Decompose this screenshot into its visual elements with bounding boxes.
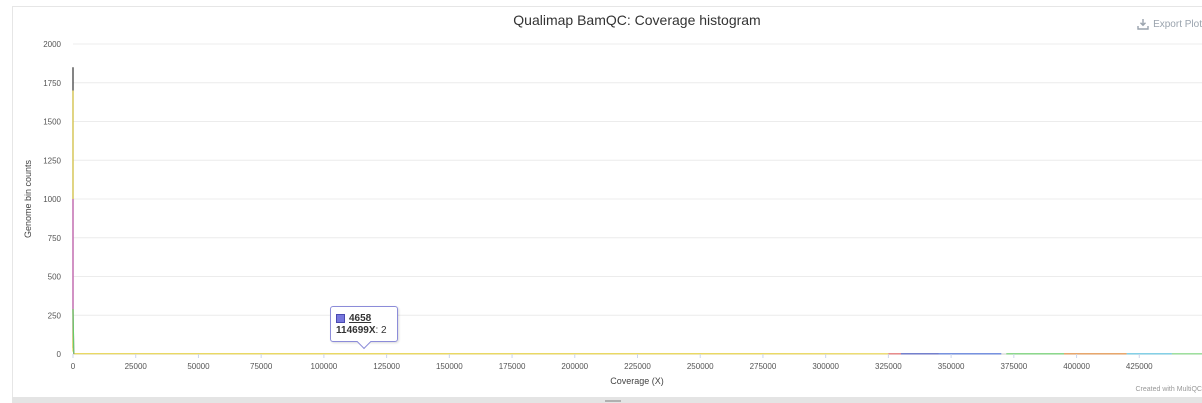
- chart-title: Qualimap BamQC: Coverage histogram: [513, 12, 760, 28]
- x-tick-label: 400000: [1063, 362, 1090, 371]
- x-tick-label: 75000: [250, 362, 273, 371]
- tooltip-x-value: 114699X: [336, 325, 376, 336]
- y-tick-label: 1250: [43, 156, 61, 165]
- export-plot-label: Export Plot: [1153, 18, 1202, 30]
- x-tick-label: 325000: [875, 362, 902, 371]
- x-tick-label: 100000: [311, 362, 338, 371]
- download-icon: [1137, 18, 1149, 30]
- point-tooltip: 4658 114699X: 2: [330, 306, 398, 350]
- y-tick-label: 750: [48, 234, 62, 243]
- y-tick-label: 0: [57, 350, 62, 359]
- x-tick-label: 350000: [938, 362, 965, 371]
- x-tick-label: 300000: [812, 362, 839, 371]
- x-axis-label: Coverage (X): [610, 376, 664, 386]
- x-tick-label: 250000: [687, 362, 714, 371]
- series-line-4[interactable]: [72, 309, 75, 354]
- x-tick-label: 225000: [624, 362, 651, 371]
- x-tick-label: 125000: [373, 362, 400, 371]
- x-tick-label: 200000: [561, 362, 588, 371]
- x-tick-label: 150000: [436, 362, 463, 371]
- y-tick-label: 1500: [43, 118, 61, 127]
- y-axis-label: Genome bin counts: [23, 159, 33, 238]
- x-tick-label: 425000: [1126, 362, 1153, 371]
- x-tick-label: 0: [71, 362, 76, 371]
- resize-handle[interactable]: [605, 400, 621, 402]
- y-tick-label: 2000: [43, 40, 61, 49]
- series-color-swatch: [336, 314, 345, 323]
- x-tick-label: 25000: [125, 362, 148, 371]
- x-tick-label: 50000: [187, 362, 210, 371]
- x-tick-label: 275000: [750, 362, 777, 371]
- tooltip-y-value: : 2: [375, 325, 387, 336]
- credits-text: Created with MultiQC: [1135, 386, 1202, 393]
- export-plot-button[interactable]: Export Plot: [1137, 18, 1202, 30]
- plot-frame: [12, 6, 1202, 398]
- tooltip-sample-name: 4658: [349, 313, 372, 324]
- y-tick-label: 250: [48, 311, 62, 320]
- x-tick-label: 375000: [1000, 362, 1027, 371]
- y-tick-label: 500: [48, 273, 62, 282]
- series-line-2[interactable]: [72, 90, 889, 355]
- x-tick-label: 175000: [499, 362, 526, 371]
- y-tick-label: 1750: [43, 79, 61, 88]
- y-tick-label: 1000: [43, 195, 61, 204]
